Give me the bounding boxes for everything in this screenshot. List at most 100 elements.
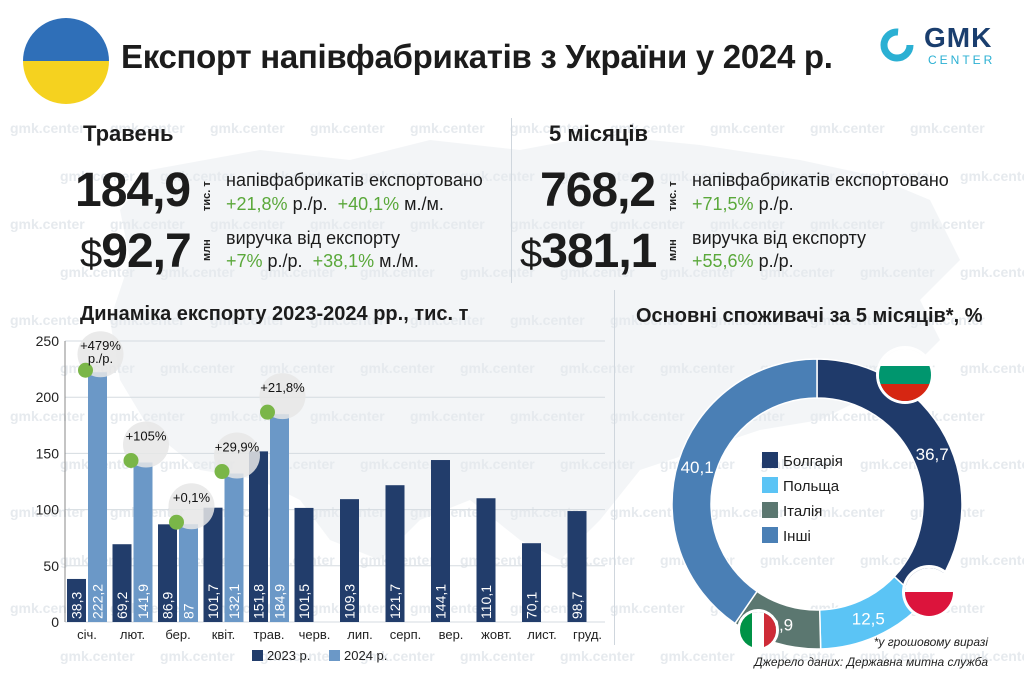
logo-sub-text: CENTER (928, 53, 996, 67)
legend-swatch (329, 650, 340, 661)
bar-2023 (67, 578, 86, 622)
bar-chart: 0 50 100 150 200 250 38,3 222,2 січ. 69,2 141,9 лют… (36, 331, 605, 663)
donut-value-label: 40,1 (681, 458, 714, 477)
watermark-text: gmk.center (410, 120, 485, 136)
five-months-heading: 5 місяців (549, 121, 648, 146)
may-revenue-mom-suffix: м./м. (374, 251, 419, 271)
may-revenue-label: виручка від експорту (226, 228, 401, 248)
watermark-text: gmk.center (960, 456, 1024, 472)
bar-2023 (567, 511, 587, 622)
bar-value-label: 144,1 (433, 584, 449, 619)
y-tick-label: 50 (43, 558, 59, 574)
kpi-divider (511, 118, 512, 283)
gmk-center-logo: GMK CENTER (880, 22, 1010, 72)
bar-2023 (385, 485, 405, 622)
bar-value-label: 109,3 (342, 584, 358, 619)
growth-annotation: +479%р./р. (77, 331, 124, 378)
bulgaria-flag-icon (879, 349, 931, 401)
bar-value-label: 86,9 (160, 592, 176, 619)
bar-value-label: 101,5 (296, 584, 312, 619)
watermark-text: gmk.center (510, 312, 585, 328)
may-revenue-number: 92,7 (101, 225, 191, 278)
donut-value-label: 12,5 (852, 610, 885, 629)
five-months-revenue-label: виручка від експорту (692, 228, 867, 248)
x-tick-label: вер. (439, 627, 464, 642)
legend-swatch (762, 452, 778, 468)
legend-label: Італія (783, 503, 823, 520)
watermark-text: gmk.center (960, 168, 1024, 184)
bar-2024 (133, 462, 153, 622)
may-volume-yoy: +21,8% (226, 194, 288, 214)
donut-legend-item: Італія (762, 502, 843, 520)
bar-2023 (340, 499, 359, 622)
italy-flag-icon (740, 612, 776, 648)
x-tick-label: квіт. (212, 627, 236, 642)
may-revenue-mom: +38,1% (312, 251, 375, 271)
donut-legend-item: Інші (762, 527, 843, 545)
bar-value-label: 222,2 (90, 584, 106, 619)
five-months-volume-value: 768,2 (540, 164, 656, 217)
may-volume-value: 184,9 (75, 164, 191, 217)
growth-marker (123, 453, 139, 469)
x-tick-label: лют. (120, 627, 145, 642)
section-divider (614, 290, 615, 645)
bar-2024 (179, 524, 198, 622)
donut-chart-title: Основні споживачі за 5 місяців*, % (636, 305, 983, 327)
donut-legend: Болгарія Польща Італія Інші (762, 452, 843, 552)
watermark-text: gmk.center (960, 360, 1024, 376)
donut-legend-item: Польща (762, 477, 843, 495)
y-tick-label: 150 (36, 445, 60, 461)
bar-value-label: 121,7 (387, 584, 403, 619)
watermark-text: gmk.center (910, 120, 985, 136)
five-months-revenue-value: $381,1 (520, 228, 657, 276)
x-tick-label: груд. (573, 627, 602, 642)
watermark-text: gmk.center (860, 264, 935, 280)
watermark-text: gmk.center (910, 216, 985, 232)
five-months-volume-changes: +71,5% р./р. (692, 194, 794, 216)
bar-value-label: 98,7 (569, 592, 585, 619)
bar-value-label: 110,1 (478, 585, 494, 619)
x-tick-label: лист. (527, 627, 556, 642)
legend-label: Інші (783, 528, 811, 545)
donut-value-label: 36,7 (916, 445, 949, 464)
may-volume-mom: +40,1% (337, 194, 400, 214)
legend-label: 2024 р. (344, 648, 387, 663)
donut-legend-item: Болгарія (762, 452, 843, 470)
bar-2023 (431, 460, 450, 622)
may-revenue-changes: +7% р./р. +38,1% м./м. (226, 251, 419, 273)
growth-annotation-label: +21,8% (260, 380, 305, 395)
x-tick-label: січ. (77, 627, 97, 642)
growth-annotation-label: +105% (126, 429, 167, 444)
y-tick-label: 200 (36, 389, 60, 405)
may-revenue-yoy-suffix: р./р. (262, 251, 303, 271)
bar-2023 (203, 507, 223, 622)
legend-swatch (252, 650, 263, 661)
bar-2023 (294, 507, 314, 622)
source-note: Джерело даних: Державна митна служба (754, 655, 988, 669)
legend-swatch (762, 477, 778, 493)
bar-value-label: 151,8 (251, 584, 267, 619)
x-tick-label: черв. (299, 627, 331, 642)
logo-ring-icon (880, 28, 914, 62)
watermark-text: gmk.center (960, 264, 1024, 280)
bar-2023 (249, 451, 268, 622)
y-tick-label: 0 (51, 614, 59, 630)
bar-value-label: 184,9 (272, 584, 288, 619)
five-months-volume-yoy-suffix: р./р. (753, 194, 794, 214)
watermark-text: gmk.center (310, 120, 385, 136)
x-tick-label: жовт. (481, 627, 512, 642)
bar-2023 (476, 498, 496, 622)
bar-2023 (158, 524, 177, 622)
growth-annotation-label: +479% (80, 338, 121, 353)
growth-annotation-label: +29,9% (215, 440, 260, 455)
x-tick-label: лип. (347, 627, 373, 642)
bar-value-label: 38,3 (69, 592, 85, 619)
five-months-volume-label: напівфабрикатів експортовано (692, 170, 949, 190)
bar-value-label: 132,1 (226, 584, 242, 619)
watermark-text: gmk.center (10, 120, 85, 136)
growth-marker (169, 514, 184, 530)
bar-value-label: 70,1 (524, 592, 540, 619)
five-months-volume-yoy: +71,5% (692, 194, 754, 214)
may-volume-yoy-suffix: р./р. (287, 194, 328, 214)
logo-main-text: GMK (924, 22, 993, 53)
